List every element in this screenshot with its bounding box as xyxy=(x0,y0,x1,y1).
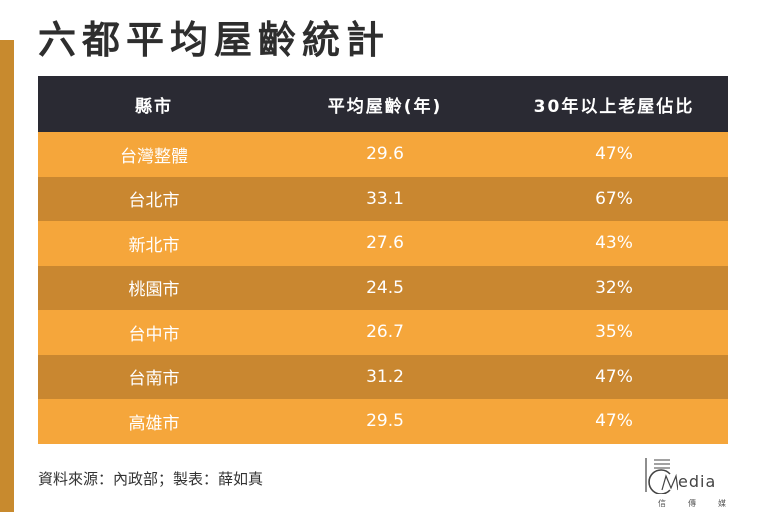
cell-county: 台中市 xyxy=(128,324,180,345)
table-row: 高雄市 29.5 47% xyxy=(38,399,728,444)
cell-county: 台灣整體 xyxy=(120,146,188,167)
cell-old-share: 35% xyxy=(595,322,633,343)
source-note: 資料來源：內政部；製表：薛如真 xyxy=(38,470,264,488)
cell-avg-age: 26.7 xyxy=(366,322,404,343)
cell-old-share: 47% xyxy=(595,366,633,387)
table-row: 桃園市 24.5 32% xyxy=(38,265,728,310)
cell-old-share: 67% xyxy=(595,188,633,209)
table-row: 台南市 31.2 47% xyxy=(38,354,728,399)
cell-avg-age: 33.1 xyxy=(366,188,404,209)
header-old-share: 30年以上老屋佔比 xyxy=(533,96,695,117)
logo-chinese: 信傳媒 xyxy=(658,499,748,508)
table-row: 台中市 26.7 35% xyxy=(38,310,728,355)
cell-old-share: 43% xyxy=(595,233,633,254)
page-title: 六都平均屋齡統計 xyxy=(38,18,391,62)
table-row: 台北市 33.1 67% xyxy=(38,176,728,221)
header-county: 縣市 xyxy=(135,96,173,117)
cmedia-logo: edia 信傳媒 xyxy=(634,452,754,510)
logo-wordmark: edia xyxy=(678,472,717,491)
header-avg-age: 平均屋齡(年) xyxy=(327,96,443,117)
cell-county: 台南市 xyxy=(128,369,180,390)
table-row: 新北市 27.6 43% xyxy=(38,221,728,266)
cell-county: 新北市 xyxy=(128,235,180,256)
table-header-row: 縣市 平均屋齡(年) 30年以上老屋佔比 xyxy=(38,76,728,132)
cell-old-share: 32% xyxy=(595,277,633,298)
accent-side-bar xyxy=(0,40,14,512)
table-row: 台灣整體 29.6 47% xyxy=(38,132,728,177)
logo-c-icon xyxy=(645,458,678,494)
cell-avg-age: 29.6 xyxy=(366,144,404,165)
cell-avg-age: 24.5 xyxy=(366,277,404,298)
cell-avg-age: 27.6 xyxy=(366,233,404,254)
cell-old-share: 47% xyxy=(595,411,633,432)
data-table: 縣市 平均屋齡(年) 30年以上老屋佔比 台灣整體 29.6 47% 台北市 33.1 6… xyxy=(38,76,728,444)
cell-county: 桃園市 xyxy=(128,280,180,301)
cell-avg-age: 29.5 xyxy=(366,411,404,432)
cell-avg-age: 31.2 xyxy=(366,366,404,387)
cell-county: 台北市 xyxy=(128,191,180,212)
cell-county: 高雄市 xyxy=(128,413,180,434)
cell-old-share: 47% xyxy=(595,144,633,165)
